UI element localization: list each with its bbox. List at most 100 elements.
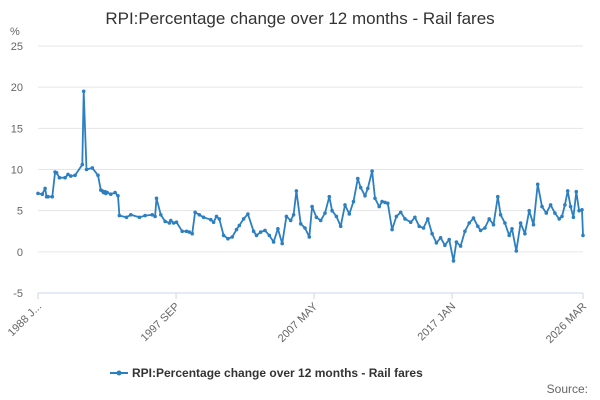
data-point <box>560 214 564 219</box>
data-point <box>390 227 394 232</box>
gridlines <box>38 45 583 294</box>
data-point <box>430 231 434 236</box>
data-point <box>491 222 496 227</box>
source-label: Source: <box>547 382 588 396</box>
data-point <box>109 192 113 196</box>
data-point <box>510 227 514 231</box>
data-point <box>258 230 263 234</box>
data-point <box>421 226 426 230</box>
data-point <box>46 194 50 199</box>
data-point <box>187 230 192 234</box>
data-point <box>447 237 452 242</box>
data-point <box>581 233 585 238</box>
data-point <box>370 169 374 173</box>
data-point <box>234 227 239 232</box>
data-point <box>96 173 100 178</box>
data-point <box>568 204 573 209</box>
data-point <box>280 241 285 246</box>
data-point <box>563 203 567 207</box>
y-tick-label-10: 10 <box>11 165 23 177</box>
data-point <box>237 223 242 228</box>
data-point <box>314 215 319 220</box>
data-point <box>241 217 246 221</box>
data-point <box>351 199 356 204</box>
data-point <box>303 226 307 230</box>
data-point <box>577 208 581 213</box>
data-point <box>531 222 536 227</box>
data-point <box>318 218 323 223</box>
data-point <box>226 236 230 241</box>
data-point <box>169 218 173 223</box>
data-point <box>467 221 472 225</box>
data-point <box>507 233 512 238</box>
data-point <box>565 189 570 193</box>
data-point <box>471 216 476 220</box>
data-point <box>36 191 40 196</box>
y-tick-label-25: 25 <box>11 41 23 53</box>
y-tick-label-15: 15 <box>11 123 23 135</box>
data-point <box>483 226 487 230</box>
data-point <box>553 211 557 215</box>
data-point <box>174 220 179 224</box>
data-point <box>323 211 327 215</box>
data-point <box>498 213 503 217</box>
data-point <box>150 213 154 217</box>
data-point <box>124 215 129 220</box>
chart-title: RPI:Percentage change over 12 months - R… <box>105 9 494 28</box>
data-point <box>403 217 407 221</box>
data-point <box>294 189 299 193</box>
data-point <box>338 224 343 229</box>
data-point <box>63 175 67 180</box>
data-point <box>377 204 382 209</box>
data-point <box>276 227 280 231</box>
data-point <box>105 190 109 195</box>
data-point <box>580 208 584 212</box>
x-tick-label-1: 1997 SEP <box>139 301 183 345</box>
data-point <box>571 215 576 220</box>
data-point <box>310 204 314 209</box>
data-point <box>190 231 194 236</box>
data-point <box>40 192 45 196</box>
data-point <box>394 214 399 219</box>
data-point <box>514 249 519 253</box>
data-point <box>153 214 157 219</box>
y-axis-unit-label: % <box>10 26 20 38</box>
data-point <box>557 217 561 221</box>
data-point <box>137 215 142 220</box>
data-point <box>451 259 456 263</box>
data-point <box>487 217 492 221</box>
data-point <box>221 233 226 238</box>
y-tick-label--5: -5 <box>13 288 23 300</box>
data-point <box>154 196 159 201</box>
data-point <box>358 185 363 190</box>
y-tick-label-5: 5 <box>17 206 23 218</box>
data-point <box>129 213 133 217</box>
data-point <box>363 194 367 198</box>
data-point <box>383 200 387 205</box>
data-point <box>408 220 413 224</box>
data-point <box>84 167 89 172</box>
data-point <box>366 186 370 191</box>
data-point <box>438 236 443 240</box>
data-point <box>518 221 523 225</box>
data-point <box>54 171 59 175</box>
data-point <box>334 214 339 219</box>
data-point <box>254 233 259 238</box>
data-point <box>197 213 202 217</box>
data-point <box>143 213 147 218</box>
data-point <box>454 240 459 244</box>
series-group <box>36 89 585 263</box>
data-point <box>288 218 293 223</box>
legend[interactable]: RPI:Percentage change over 12 months - R… <box>110 366 423 380</box>
x-tick-label-0: 1988 J... <box>6 301 44 339</box>
data-point <box>113 190 117 195</box>
data-point <box>476 224 480 229</box>
data-point <box>193 210 197 215</box>
data-point <box>50 194 55 199</box>
data-point <box>443 243 447 247</box>
data-point <box>426 217 430 221</box>
data-point <box>230 235 234 239</box>
data-point <box>69 174 73 178</box>
data-point <box>246 212 250 216</box>
